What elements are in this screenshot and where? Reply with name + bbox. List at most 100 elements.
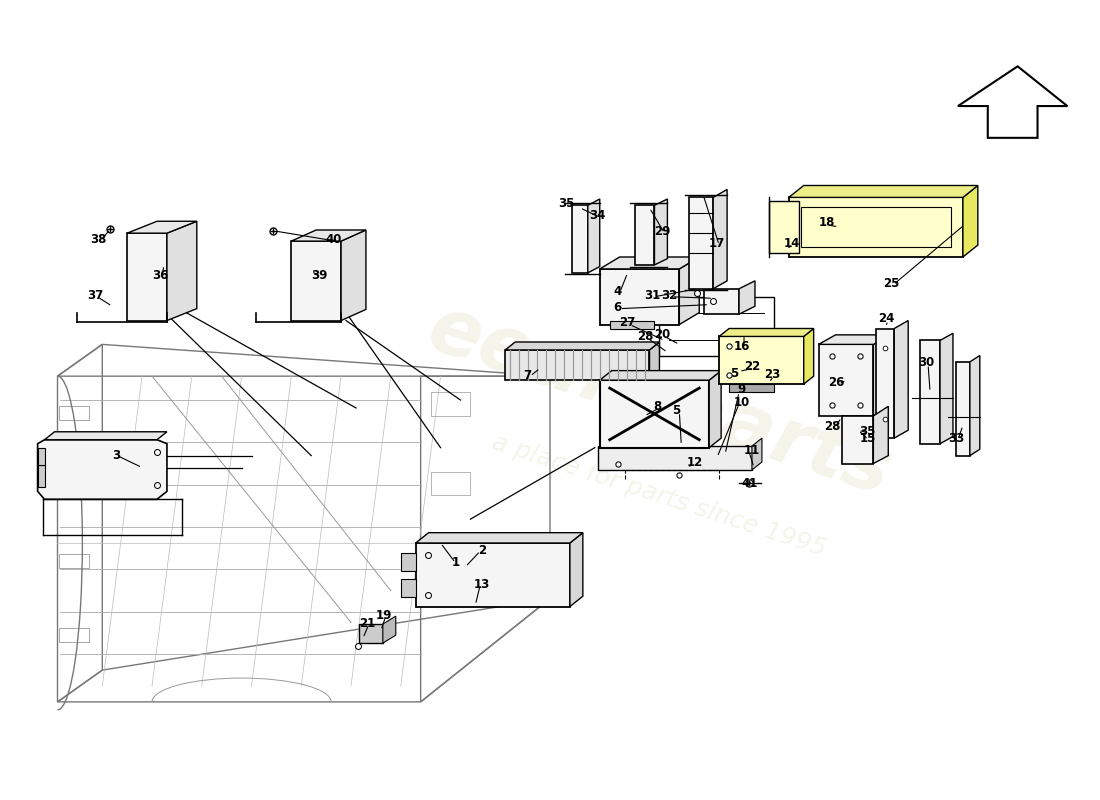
Text: 11: 11 — [744, 444, 760, 458]
Polygon shape — [873, 406, 889, 463]
Text: 6: 6 — [614, 302, 622, 314]
Polygon shape — [600, 269, 680, 325]
Text: a place for parts since 1995: a place for parts since 1995 — [490, 430, 829, 561]
Text: 8: 8 — [653, 400, 661, 413]
Polygon shape — [400, 578, 416, 597]
Polygon shape — [597, 446, 752, 470]
Text: 35: 35 — [859, 426, 876, 438]
Text: 35: 35 — [558, 198, 574, 210]
Text: 5: 5 — [730, 367, 738, 380]
Polygon shape — [962, 186, 978, 257]
Polygon shape — [789, 198, 962, 257]
Text: 38: 38 — [90, 233, 107, 246]
Polygon shape — [789, 186, 978, 198]
Polygon shape — [167, 222, 197, 321]
Text: 23: 23 — [763, 368, 780, 381]
Text: 40: 40 — [326, 233, 342, 246]
Polygon shape — [970, 355, 980, 456]
Polygon shape — [400, 553, 416, 571]
Text: 2: 2 — [478, 545, 486, 558]
Text: 5: 5 — [672, 404, 681, 417]
Polygon shape — [37, 465, 45, 487]
Text: 26: 26 — [828, 376, 845, 389]
Polygon shape — [587, 199, 600, 273]
Text: 29: 29 — [654, 225, 671, 238]
Text: 3: 3 — [112, 449, 120, 462]
Polygon shape — [292, 230, 366, 241]
FancyBboxPatch shape — [505, 350, 649, 380]
Text: 41: 41 — [741, 477, 758, 490]
Text: 28: 28 — [824, 420, 840, 433]
Polygon shape — [654, 199, 668, 265]
Polygon shape — [719, 337, 804, 384]
Polygon shape — [940, 334, 953, 444]
Polygon shape — [842, 416, 873, 463]
Polygon shape — [894, 321, 909, 438]
Polygon shape — [505, 342, 659, 350]
Text: 31: 31 — [645, 289, 661, 302]
Text: 12: 12 — [688, 456, 703, 470]
Polygon shape — [635, 206, 654, 265]
Text: 13: 13 — [473, 578, 490, 591]
Polygon shape — [570, 533, 583, 606]
Polygon shape — [128, 222, 197, 233]
Polygon shape — [359, 624, 383, 643]
Polygon shape — [292, 241, 341, 321]
Text: 22: 22 — [744, 360, 760, 373]
Polygon shape — [37, 448, 45, 465]
Text: 36: 36 — [152, 269, 168, 282]
Text: eeuroparts: eeuroparts — [418, 290, 901, 510]
Text: 27: 27 — [619, 317, 636, 330]
Text: 25: 25 — [883, 277, 900, 290]
Text: 4: 4 — [614, 285, 622, 298]
Polygon shape — [752, 438, 762, 470]
Polygon shape — [729, 384, 774, 392]
Polygon shape — [37, 440, 167, 499]
Polygon shape — [713, 190, 727, 289]
Text: 39: 39 — [311, 269, 328, 282]
Text: 21: 21 — [359, 617, 375, 630]
Text: 34: 34 — [590, 209, 606, 222]
Text: 15: 15 — [859, 433, 876, 446]
Polygon shape — [818, 344, 873, 416]
Text: 28: 28 — [637, 330, 653, 343]
Polygon shape — [719, 329, 814, 337]
Text: 33: 33 — [948, 432, 964, 445]
Text: 10: 10 — [734, 396, 750, 409]
Polygon shape — [600, 380, 710, 448]
Polygon shape — [341, 230, 366, 321]
Text: 37: 37 — [87, 289, 103, 302]
Polygon shape — [649, 342, 659, 380]
Text: 32: 32 — [661, 289, 678, 302]
Polygon shape — [609, 321, 654, 329]
Polygon shape — [818, 335, 890, 344]
Polygon shape — [690, 198, 713, 289]
Polygon shape — [873, 335, 890, 416]
Text: 16: 16 — [734, 340, 750, 354]
Text: 14: 14 — [783, 237, 800, 250]
Polygon shape — [920, 341, 940, 444]
Polygon shape — [45, 432, 167, 440]
Text: 9: 9 — [737, 383, 745, 396]
Polygon shape — [600, 257, 700, 269]
Polygon shape — [769, 202, 799, 253]
Polygon shape — [877, 329, 894, 438]
Text: 20: 20 — [654, 328, 671, 342]
Text: 7: 7 — [524, 369, 531, 382]
Text: 17: 17 — [710, 237, 725, 250]
Polygon shape — [572, 206, 587, 273]
Polygon shape — [704, 289, 739, 314]
Polygon shape — [128, 233, 167, 321]
Text: 19: 19 — [376, 609, 392, 622]
Polygon shape — [710, 370, 722, 448]
Text: 1: 1 — [451, 556, 460, 570]
Polygon shape — [739, 281, 755, 314]
Text: 30: 30 — [918, 356, 934, 369]
Polygon shape — [956, 362, 970, 456]
Polygon shape — [680, 257, 700, 325]
Polygon shape — [600, 370, 722, 380]
Polygon shape — [416, 533, 583, 543]
Polygon shape — [804, 329, 814, 384]
Polygon shape — [416, 543, 570, 606]
Text: 24: 24 — [878, 313, 894, 326]
